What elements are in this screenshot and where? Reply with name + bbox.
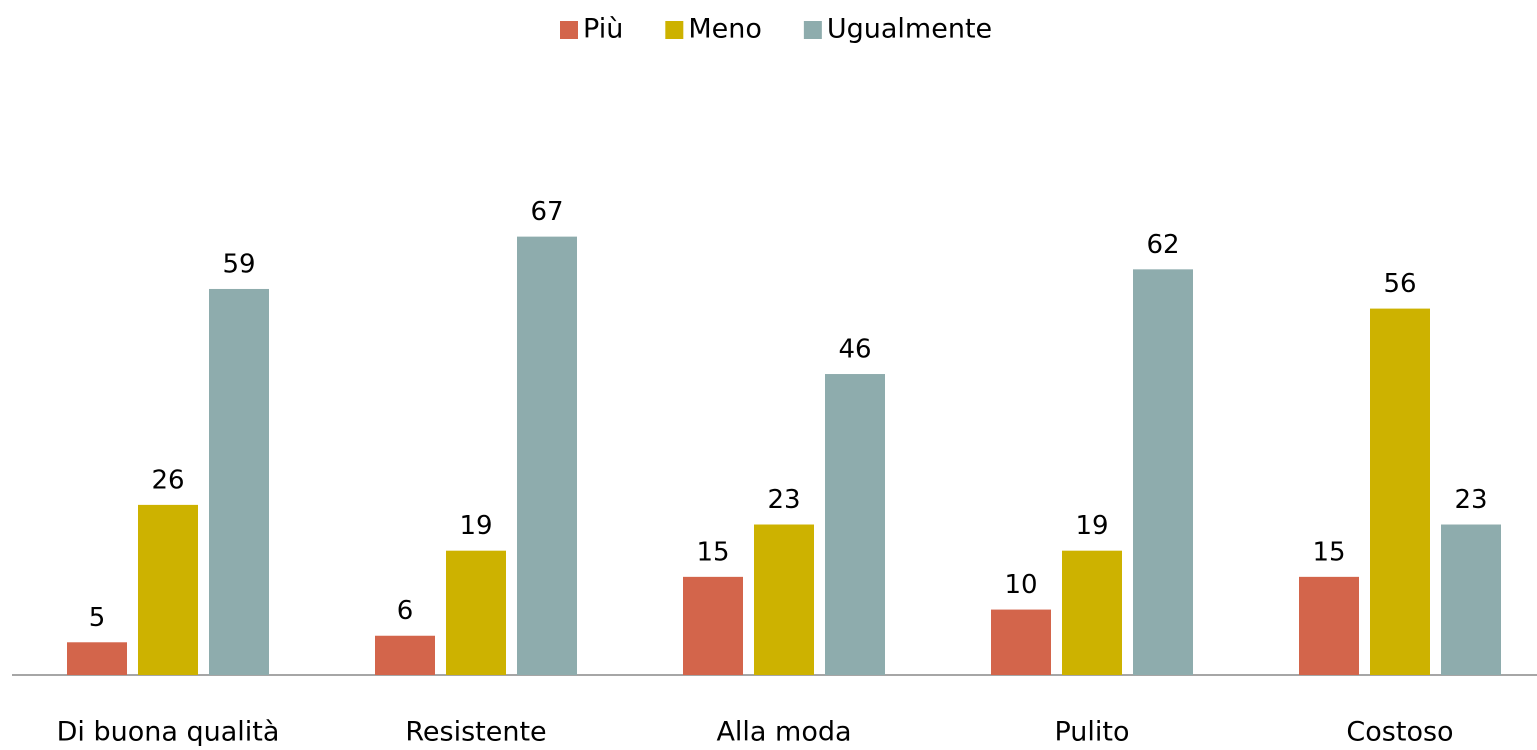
data-label: 19: [459, 511, 492, 541]
bar: [991, 609, 1051, 675]
bar: [1299, 576, 1359, 675]
bar: [825, 374, 885, 675]
bar: [683, 576, 743, 675]
legend-label: Meno: [688, 14, 762, 45]
data-label: 23: [1454, 485, 1487, 515]
data-label: 15: [1312, 537, 1345, 567]
bar: [1441, 524, 1501, 675]
data-label: 62: [1146, 230, 1179, 260]
bar: [446, 550, 506, 675]
legend-label: Più: [583, 14, 623, 45]
data-label: 5: [89, 603, 106, 633]
bar: [1133, 269, 1193, 675]
data-label: 59: [222, 249, 255, 279]
bar: [1062, 550, 1122, 675]
bar: [1370, 308, 1430, 675]
data-label: 67: [530, 197, 563, 227]
data-label: 23: [767, 485, 800, 515]
data-label: 6: [397, 596, 414, 626]
bar: [209, 288, 269, 675]
data-label: 46: [838, 335, 871, 365]
data-label: 26: [151, 465, 184, 495]
legend-swatch: [560, 21, 578, 39]
x-tick-label: Resistente: [405, 717, 546, 748]
legend-swatch: [803, 21, 822, 39]
data-label: 56: [1383, 269, 1416, 299]
bar: [138, 504, 198, 675]
x-tick-label: Di buona qualità: [57, 717, 280, 748]
data-label: 10: [1004, 570, 1037, 600]
bar: [67, 642, 127, 675]
data-label: 19: [1075, 511, 1108, 541]
x-tick-label: Pulito: [1054, 717, 1129, 748]
legend-swatch: [665, 21, 684, 39]
x-tick-label: Alla moda: [716, 717, 851, 748]
bar: [517, 236, 577, 675]
x-tick-label: Costoso: [1346, 717, 1453, 748]
bar: [754, 524, 814, 675]
bar: [375, 635, 435, 675]
legend-label: Ugualmente: [827, 14, 992, 45]
data-label: 15: [696, 537, 729, 567]
